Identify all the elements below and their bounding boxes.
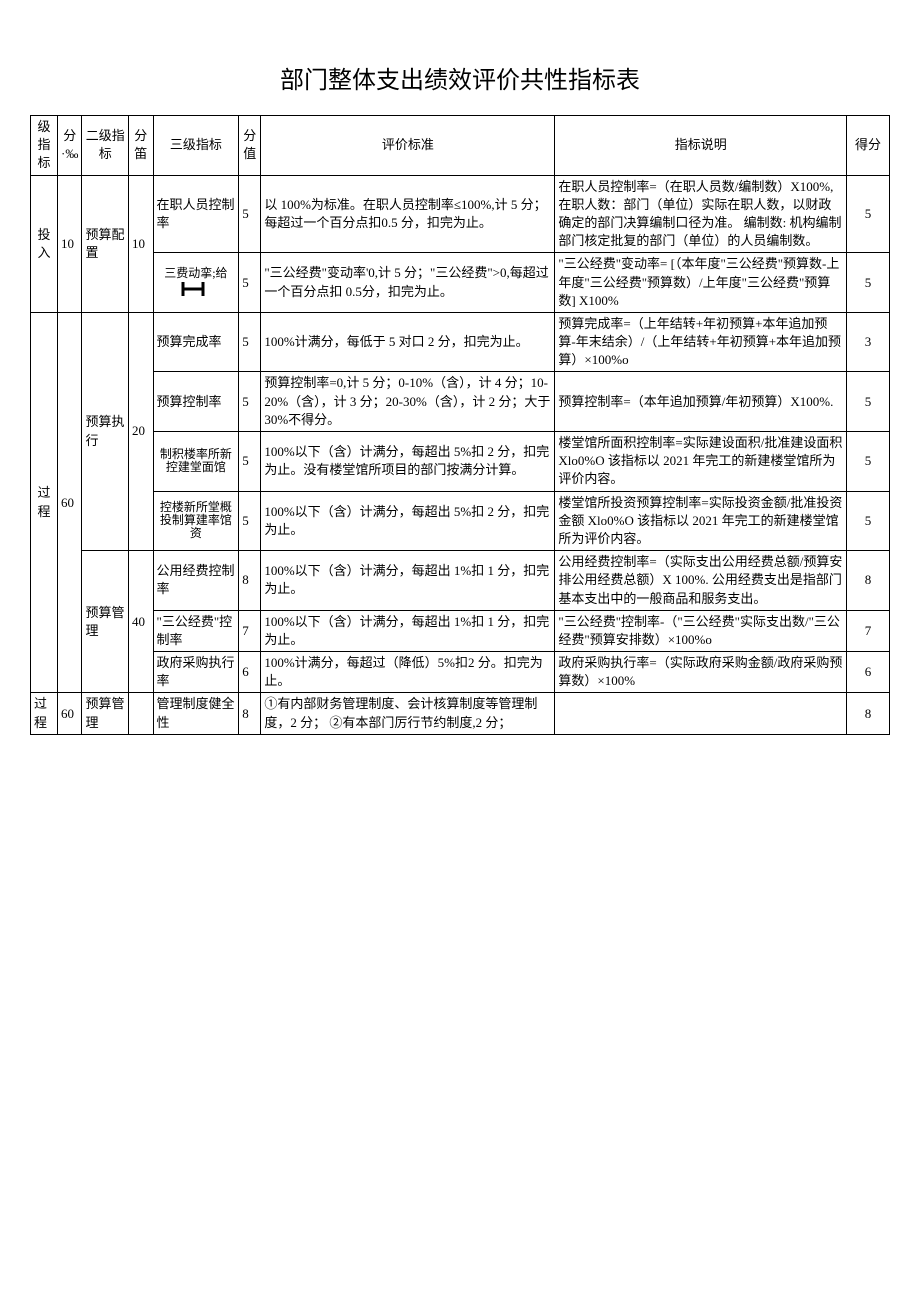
cell-score: 8 [847, 693, 890, 734]
cell-score: 5 [847, 432, 890, 492]
cell-standard: 以 100%为标准。在职人员控制率≤100%,计 5 分；每超过一个百分点扣0.… [261, 175, 555, 253]
cell-l3-score: 5 [239, 175, 261, 253]
cell-standard: 100%计满分，每低于 5 对口 2 分，扣完为止。 [261, 312, 555, 372]
garbled-label: 三费动挛;给 [164, 266, 227, 280]
cell-desc: 预算控制率=（本年追加预算/年初预算）X100%. [555, 372, 847, 432]
cell-desc: 预算完成率=（上年结转+年初预算+本年追加预算-年末结余）/（上年结转+年初预算… [555, 312, 847, 372]
cell-l3-score: 8 [239, 693, 261, 734]
cell-l1-score: 10 [57, 175, 82, 312]
cell-l1-score: 60 [57, 693, 82, 734]
cell-desc: 楼堂馆所投资预算控制率=实际投资金额/批准投资金额 Xlo0%O 该指标以 20… [555, 491, 847, 551]
cell-standard: "三公经费"变动率'0,计 5 分；"三公经费">0,每超过一个百分点扣 0.5… [261, 253, 555, 313]
cell-l3-score: 8 [239, 551, 261, 611]
cell-l1: 过程 [31, 693, 58, 734]
cell-l2-score: 10 [129, 175, 154, 312]
cell-score: 3 [847, 312, 890, 372]
table-row: 预算管理 40 公用经费控制率 8 100%以下（含）计满分，每超出 1%扣 1… [31, 551, 890, 611]
cell-l1: 投入 [31, 175, 58, 312]
cell-score: 5 [847, 491, 890, 551]
col-l2: 二级指标 [82, 116, 129, 176]
cell-desc [555, 693, 847, 734]
col-score: 得分 [847, 116, 890, 176]
cell-l3: 控楼新所堂概投制算建率馆资 [153, 491, 239, 551]
cell-desc: 在职人员控制率=（在职人员数/编制数）X100%,在职人数：部门（单位）实际在职… [555, 175, 847, 253]
table-row: 制积楼率所新控建堂面馆 5 100%以下（含）计满分，每超出 5%扣 2 分，扣… [31, 432, 890, 492]
table-row: 三费动挛;给 5 "三公经费"变动率'0,计 5 分；"三公经费">0,每超过一… [31, 253, 890, 313]
cell-l3: 公用经费控制率 [153, 551, 239, 611]
table-row: 政府采购执行率 6 100%计满分，每超过（降低）5%扣2 分。扣完为止。 政府… [31, 652, 890, 693]
cell-desc: "三公经费"控制率-（"三公经费"实际支出数/"三公经费"预算安排数）×100%… [555, 610, 847, 651]
table-row: 预算控制率 5 预算控制率=0,计 5 分；0-10%（含），计 4 分；10-… [31, 372, 890, 432]
cell-score: 5 [847, 253, 890, 313]
cell-standard: 100%计满分，每超过（降低）5%扣2 分。扣完为止。 [261, 652, 555, 693]
cell-score: 5 [847, 372, 890, 432]
col-l3-score: 分值 [239, 116, 261, 176]
cell-desc: 公用经费控制率=（实际支出公用经费总额/预算安排公用经费总额）X 100%. 公… [555, 551, 847, 611]
table-row: 过程 60 预算执行 20 预算完成率 5 100%计满分，每低于 5 对口 2… [31, 312, 890, 372]
cell-standard: 预算控制率=0,计 5 分；0-10%（含），计 4 分；10-20%（含），计… [261, 372, 555, 432]
col-l1: 级指标 [31, 116, 58, 176]
cell-l2: 预算管理 [82, 551, 129, 693]
garbled-icon [181, 280, 211, 298]
cell-standard: 100%以下（含）计满分，每超出 1%扣 1 分，扣完为止。 [261, 610, 555, 651]
cell-l2: 预算执行 [82, 312, 129, 550]
cell-l1-score: 60 [57, 312, 82, 693]
table-header-row: 级指标 分·‰ 二级指标 分笛 三级指标 分值 评价标准 指标说明 得分 [31, 116, 890, 176]
cell-score: 5 [847, 175, 890, 253]
cell-l3: "三公经费"控制率 [153, 610, 239, 651]
cell-l3: 制积楼率所新控建堂面馆 [153, 432, 239, 492]
cell-l2-score: 40 [129, 551, 154, 693]
cell-l1: 过程 [31, 312, 58, 693]
cell-score: 8 [847, 551, 890, 611]
table-row: 控楼新所堂概投制算建率馆资 5 100%以下（含）计满分，每超出 5%扣 2 分… [31, 491, 890, 551]
cell-l3: 管理制度健全性 [153, 693, 239, 734]
cell-l3-score: 5 [239, 432, 261, 492]
cell-l3-score: 5 [239, 372, 261, 432]
col-standard: 评价标准 [261, 116, 555, 176]
cell-l3: 预算完成率 [153, 312, 239, 372]
performance-table: 级指标 分·‰ 二级指标 分笛 三级指标 分值 评价标准 指标说明 得分 投入 … [30, 115, 890, 735]
col-l1-score: 分·‰ [57, 116, 82, 176]
page-title: 部门整体支出绩效评价共性指标表 [30, 60, 890, 95]
cell-score: 7 [847, 610, 890, 651]
cell-l3: 政府采购执行率 [153, 652, 239, 693]
col-l2-score: 分笛 [129, 116, 154, 176]
cell-l2-score [129, 693, 154, 734]
cell-desc: "三公经费"变动率= [（本年度"三公经费"预算数-上年度"三公经费"预算数）/… [555, 253, 847, 313]
cell-l2: 预算配置 [82, 175, 129, 312]
cell-l3-score: 5 [239, 491, 261, 551]
cell-l3-score: 5 [239, 312, 261, 372]
col-desc: 指标说明 [555, 116, 847, 176]
cell-l3-score: 6 [239, 652, 261, 693]
cell-standard: 100%以下（含）计满分，每超出 1%扣 1 分，扣完为止。 [261, 551, 555, 611]
table-row: 过程 60 预算管理 管理制度健全性 8 ①有内部财务管理制度、会计核算制度等管… [31, 693, 890, 734]
cell-l3-score: 7 [239, 610, 261, 651]
cell-desc: 楼堂馆所面积控制率=实际建设面积/批准建设面积 Xlo0%O 该指标以 2021… [555, 432, 847, 492]
col-l3: 三级指标 [153, 116, 239, 176]
table-row: "三公经费"控制率 7 100%以下（含）计满分，每超出 1%扣 1 分，扣完为… [31, 610, 890, 651]
cell-l2: 预算管理 [82, 693, 129, 734]
cell-l3: 在职人员控制率 [153, 175, 239, 253]
table-row: 投入 10 预算配置 10 在职人员控制率 5 以 100%为标准。在职人员控制… [31, 175, 890, 253]
cell-l3: 三费动挛;给 [153, 253, 239, 313]
cell-l3-score: 5 [239, 253, 261, 313]
cell-standard: 100%以下（含）计满分，每超出 5%扣 2 分，扣完为止。没有楼堂馆所项目的部… [261, 432, 555, 492]
cell-standard: ①有内部财务管理制度、会计核算制度等管理制度，2 分； ②有本部门厉行节约制度,… [261, 693, 555, 734]
cell-standard: 100%以下（含）计满分，每超出 5%扣 2 分，扣完为止。 [261, 491, 555, 551]
cell-desc: 政府采购执行率=（实际政府采购金额/政府采购预算数）×100% [555, 652, 847, 693]
cell-l2-score: 20 [129, 312, 154, 550]
cell-l3: 预算控制率 [153, 372, 239, 432]
cell-score: 6 [847, 652, 890, 693]
